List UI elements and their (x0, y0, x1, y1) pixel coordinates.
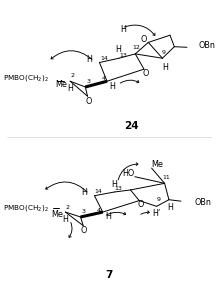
Text: H: H (67, 84, 73, 93)
Text: 9: 9 (162, 50, 166, 55)
Text: H: H (110, 82, 116, 92)
Text: HO: HO (123, 169, 135, 178)
Text: O: O (143, 69, 149, 78)
Text: 13: 13 (119, 53, 127, 58)
Text: O: O (85, 97, 92, 106)
Text: H’: H’ (152, 209, 161, 218)
Text: H: H (81, 188, 87, 197)
Text: H: H (115, 45, 121, 53)
Text: PMBO(CH$_2$)$_2$: PMBO(CH$_2$)$_2$ (3, 203, 49, 213)
Text: 24: 24 (124, 121, 138, 131)
Text: H: H (86, 55, 92, 64)
Text: 11: 11 (162, 175, 170, 180)
Text: Me: Me (52, 210, 64, 218)
Text: 4: 4 (97, 208, 101, 213)
Text: 7: 7 (106, 271, 113, 280)
Text: H: H (120, 25, 126, 34)
Text: O: O (140, 35, 147, 44)
Text: 2: 2 (71, 73, 75, 78)
Text: 2: 2 (66, 205, 70, 210)
Text: PMBO(CH$_2$)$_2$: PMBO(CH$_2$)$_2$ (3, 73, 49, 83)
Text: O: O (81, 226, 87, 235)
Text: Me: Me (151, 160, 163, 168)
Text: 3: 3 (87, 79, 91, 84)
Text: O: O (138, 199, 144, 209)
Text: 14: 14 (100, 56, 108, 61)
Text: OBn: OBn (198, 41, 215, 50)
Text: H: H (167, 203, 173, 212)
Text: H: H (111, 180, 117, 189)
Text: Me: Me (55, 79, 67, 89)
Text: H: H (62, 215, 68, 224)
Text: 9: 9 (157, 197, 161, 202)
Text: 4: 4 (102, 76, 106, 81)
Text: H: H (163, 63, 169, 72)
Text: 3: 3 (82, 209, 86, 214)
Text: H: H (105, 212, 111, 221)
Text: 14: 14 (94, 189, 102, 194)
Text: 13: 13 (115, 186, 123, 191)
Text: 12: 12 (132, 45, 140, 50)
Text: OBn: OBn (194, 198, 211, 207)
